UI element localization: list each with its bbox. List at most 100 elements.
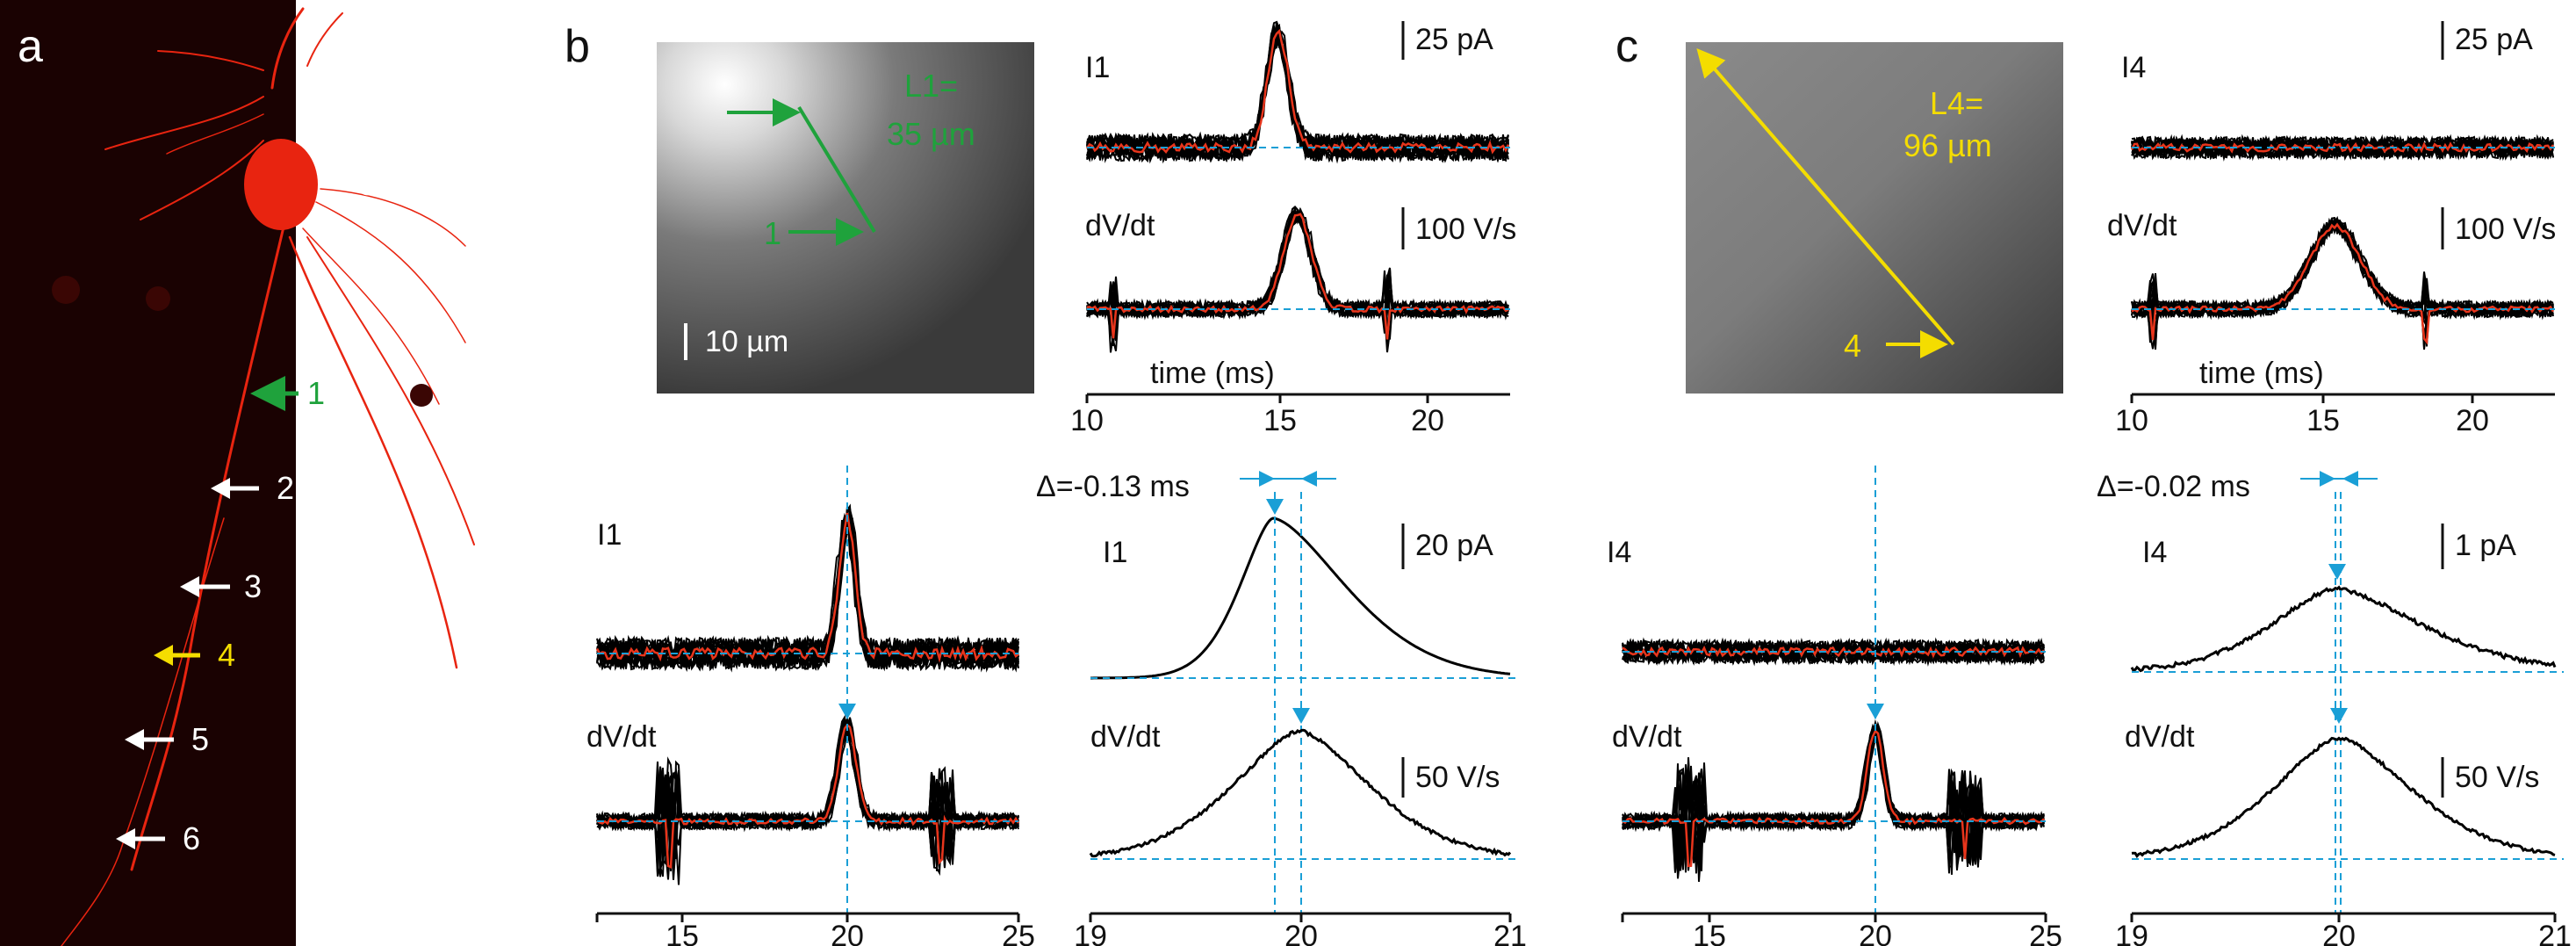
panel-b-length-label-1: L1= [904,68,958,104]
panel-b-letter: b [565,21,590,72]
soma-label: soma [360,166,438,202]
panel-b-bottom-left-current-label: I1 [597,518,622,552]
panel-c-time-label: time (ms) [2199,357,2324,390]
peak-marker [838,704,856,719]
tick-label: 15 [2306,404,2340,437]
peak-marker [1266,499,1284,515]
panel-c-bottom-right-dvdt-label: dV/dt [2125,720,2195,754]
panel-b-bottom-left-dvdt-traces [596,466,1020,914]
average-trace [2131,222,2555,345]
trace-line [596,520,1019,672]
trace-line [596,516,1019,673]
panel-c-top-current-traces [2130,134,2555,162]
panel-b-bottom-right-axis: 19 20 21 [1074,912,1527,946]
panel-c-bottom-right-axis: 19 20 21 [2115,912,2572,946]
tick-label: 19 [2115,920,2148,946]
panel-c-top-dvdt-scale: 100 V/s [2455,213,2556,246]
panel-c-top-dvdt-traces [2131,215,2555,350]
site-2-label: 2 [277,470,294,506]
panel-a-letter: a [18,21,43,72]
average-trace [1085,28,1510,155]
background-cell [410,384,433,407]
panel-b-top-current-traces [1085,20,1510,164]
average-trace [2130,141,2555,154]
panel-c-bottom-left-axis: 15 20 25 [1621,912,2062,946]
tick-label: 25 [1002,920,1035,946]
panel-c-bottom-left-current-label: I4 [1607,536,1631,569]
panel-b-bottom-right-current-trace [1090,471,1519,914]
site-arrow-4: 4 [154,637,235,673]
site-arrow-5: 5 [125,721,209,757]
trace-line [1089,728,1512,858]
trace-line [2131,134,2554,161]
tick-label: 10 [2115,404,2148,437]
trace-line [1622,639,2045,666]
panel-b-top-dvdt-scale: 100 V/s [1415,213,1516,246]
trace-line [2130,585,2557,673]
trace-line [1086,208,1509,325]
panel-c-length-label-1: L4= [1930,85,1983,121]
background-cell [146,286,170,311]
tick-label: 20 [1284,920,1318,946]
average-trace [1622,645,2045,659]
panel-b-bottom-right-dvdt-label: dV/dt [1090,720,1161,754]
tick-label: 20 [2322,920,2356,946]
panel-c-bottom-left-current-traces [1622,637,2046,667]
peak-marker [1867,704,1884,719]
panel-c-bottom-right-dvdt-scale: 50 V/s [2455,761,2539,794]
average-trace [595,512,1019,663]
trace-line [596,717,1019,844]
panel-c-bottom-right-current-label: I4 [2142,536,2167,569]
site-5-label: 5 [191,721,209,757]
panel-b-top-current-label: I1 [1085,51,1110,84]
trace-line [2131,736,2556,859]
delta-arrow [1259,471,1275,487]
panel-c-image [1686,42,2063,394]
panel-c-top-time-axis: 10 15 20 [2115,393,2555,437]
panel-b-top-current-scale: 25 pA [1415,23,1493,56]
site-arrow-2: 2 [211,470,294,506]
delta-arrow [2320,471,2335,487]
tick-label: 15 [1263,404,1297,437]
tick-label: 20 [1859,920,1892,946]
panel-c-bottom-left-dvdt-traces [1622,466,2046,914]
site-arrow-1: 1 [250,375,325,411]
panel-b-bottom-right-current-scale: 20 pA [1415,529,1493,562]
tick-label: 19 [1074,920,1107,946]
panel-c-top-current-label: I4 [2121,51,2146,84]
panel-b-image-scale-label: 10 µm [705,325,788,358]
panel-b-bottom-right-dvdt-scale: 50 V/s [1415,761,1500,794]
site-arrow-3: 3 [180,568,262,604]
panel-a-scale-label: 20 µm [342,796,426,829]
tick-label: 15 [666,920,699,946]
trace-line [596,717,1019,880]
site-1-label: 1 [307,375,325,411]
tick-label: 25 [2029,920,2062,946]
tick-label: 20 [831,920,864,946]
tick-label: 15 [1693,920,1726,946]
peak-marker [2330,708,2348,724]
background-cell [52,276,80,304]
panel-c-delta-label: Δ=-0.02 ms [2097,470,2250,503]
trace-line [596,721,1019,870]
site-3-label: 3 [244,568,262,604]
panel-c-letter: c [1615,21,1638,72]
panel-c-top-dvdt-label: dV/dt [2107,209,2177,242]
panel-b-top-dvdt-traces [1086,206,1510,353]
panel-b-site-label: 1 [764,215,781,251]
panel-b-bottom-left-dvdt-label: dV/dt [586,720,657,754]
panel-b-bottom-right-dvdt-trace [1089,708,1519,860]
tick-label: 20 [1411,404,1444,437]
tick-label: 10 [1070,404,1104,437]
panel-c-bottom-right-current-trace [2130,471,2564,914]
panel-b-image-annotations: L1= 35 µm 1 10 µm [684,68,975,360]
neuron-drawing [61,7,475,946]
panel-c-top-current-scale: 25 pA [2455,23,2533,56]
trace-line [1622,726,2045,871]
tick-label: 21 [2538,920,2572,946]
panel-c-bottom-right-current-scale: 1 pA [2455,529,2516,562]
panel-b-top-time-axis: 10 15 20 [1070,393,1510,437]
panel-c-bottom-left-dvdt-label: dV/dt [1612,720,1682,754]
peak-marker [2328,564,2346,580]
